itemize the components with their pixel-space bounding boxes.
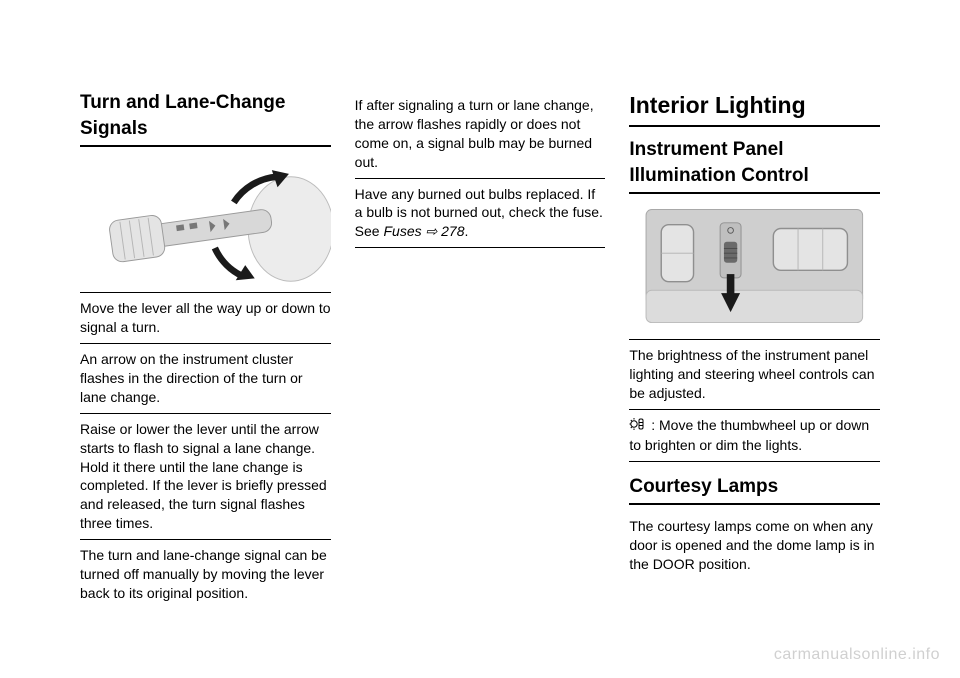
watermark-text: carmanualsonline.info [774,644,940,666]
courtesy-lamps-para: The courtesy lamps come on when any door… [629,511,880,580]
turn-signals-para-2: An arrow on the instrument cluster flash… [80,344,331,414]
turn-signals-para-3: Raise or lower the lever until the arrow… [80,414,331,540]
column-3: Interior Lighting Instrument Panel Illum… [629,90,880,609]
illumination-control-heading: Instrument Panel Illumination Control [629,137,880,194]
brightness-thumbwheel-icon [629,417,645,436]
illumination-para-2-text: : Move the thumbwheel up or down to brig… [629,417,869,453]
turn-signals-para-1: Move the lever all the way up or down to… [80,293,331,344]
column-2: If after signaling a turn or lane change… [355,90,606,609]
illumination-control-illustration [629,200,880,340]
bulb-warning-para-1: If after signaling a turn or lane change… [355,90,606,179]
turn-signal-lever-illustration [80,153,331,293]
column-1: Turn and Lane-Change Signals [80,90,331,609]
turn-signals-heading: Turn and Lane-Change Signals [80,90,331,147]
illumination-para-2: : Move the thumbwheel up or down to brig… [629,410,880,462]
manual-page: Turn and Lane-Change Signals [0,0,960,649]
courtesy-lamps-heading: Courtesy Lamps [629,474,880,506]
bulb-warning-para-2: Have any burned out bulbs replaced. If a… [355,179,606,249]
bulb-warning-text-b: . [464,223,468,239]
interior-lighting-heading: Interior Lighting [629,90,880,127]
illumination-para-1: The brightness of the instrument panel l… [629,340,880,410]
fuses-cross-reference-link[interactable]: Fuses ⇨ 278 [383,223,464,239]
turn-signals-para-4: The turn and lane-change signal can be t… [80,540,331,609]
